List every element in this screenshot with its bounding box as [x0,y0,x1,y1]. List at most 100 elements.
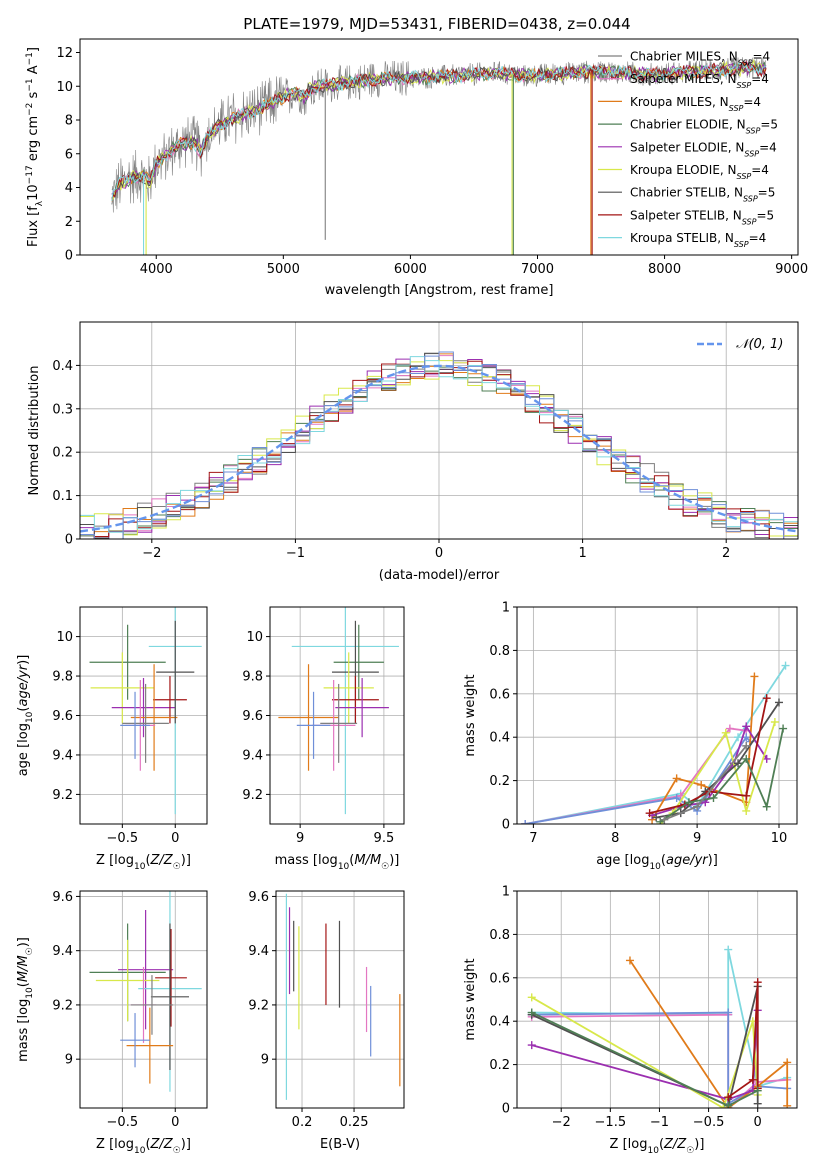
axes-frame [79,38,799,256]
label-part: M/M [16,955,31,982]
y-tick-label: 9.2 [52,788,73,803]
x-axis-label: Z [log10(Z/Z☉)] [96,1137,191,1156]
legend-label-main: Chabrier MILES, N [630,50,738,64]
y-tick-label: 1 [502,885,510,900]
axes-frame [79,890,208,1109]
label-part: Z [log [96,853,134,868]
residuals-panel: −2 −1 0 1 2 0 0.1 0.2 0.3 0.4 (data-model)/error No… [27,321,799,583]
axes-frame [516,890,798,1109]
residual-histogram-step [80,351,798,539]
legend-label-main: Chabrier STELIB, N [630,186,743,200]
mass-weight-marker [527,1008,536,1017]
mass-weight-marker [645,809,654,818]
label-part: age/yr [666,853,709,868]
y-tick-label: 0 [502,1102,510,1117]
y-tick-label: 0.3 [52,402,73,417]
mass-weight-marker [660,815,669,824]
legend-label-tail: =4 [743,95,761,109]
label-part: ☉ [381,862,389,872]
mass-weight-marker [672,793,681,802]
y-tick-label: 0.4 [489,731,510,746]
x-tick-label: 0 [754,1115,762,1130]
label-part: ( [661,853,666,868]
mass-weight-marker [762,802,771,811]
y-tick-label: 0.2 [489,1058,510,1073]
label-part: )] [16,655,31,665]
x-tick-label: −0.5 [693,1115,725,1130]
y-tick-label: 0.6 [489,971,510,986]
x-axis-label: Z [log10(Z/Z☉)] [96,853,191,872]
label-part: ( [145,853,150,868]
label-part: )] [181,1137,191,1152]
mass-weight-marker [742,791,751,800]
x-axis-label: E(B-V) [320,1137,360,1152]
x-tick-label: −2 [552,1115,571,1130]
mass-weight-marker [779,724,788,733]
label-part: )] [389,853,399,868]
y-tick-label: 0.4 [52,359,73,374]
x-axis-label: age [log10(age/yr)] [596,853,718,872]
y-tick-label: 9.4 [248,944,269,959]
mass-weight-marker [762,694,771,703]
mass-weight-marker [652,813,661,822]
y-tick-label: 0 [502,818,510,833]
mass-weight-marker [753,1099,762,1108]
x-tick-label: 8000 [648,262,681,277]
label-part: ( [349,853,354,868]
label-part: erg cm [26,116,41,165]
mass-weight-marker [697,780,706,789]
x-tick-label: −0.5 [107,1115,139,1130]
mass-weight-marker [734,759,743,768]
mass-weight-marker [521,820,530,824]
mass-weight-series-line [531,1010,759,1101]
mass-weight-marker [742,741,751,750]
y-tick-label: 9.2 [242,788,263,803]
mass-weight-marker [762,754,771,763]
label-part: ☉ [25,947,35,955]
y-tick-label: 9.6 [52,890,73,905]
y-tick-label: 0.4 [489,1015,510,1030]
mass-weight-marker [748,1075,757,1084]
mass-weight-marker [724,1008,733,1017]
mass-weight-marker [742,733,751,742]
mass-weight-marker [734,733,743,742]
legend-label-tail: =5 [758,186,776,200]
legend-label-sub: SSP [729,103,744,112]
legend-label-main: Salpeter STELIB, N [630,208,742,222]
label-part: Z [log [610,1137,648,1152]
label-part: Z [log [96,1137,134,1152]
mass-weight-marker [693,802,702,811]
label-part: mass [log [275,853,338,868]
x-tick-label: 2 [722,546,730,561]
legend-label-main: Kroupa STELIB, N [630,231,734,245]
mass-weight-series-line [659,728,784,823]
legend-label-sub: SSP [743,194,758,203]
label-part: 10 [649,862,661,872]
legend-label-tail: =4 [759,140,777,154]
label-part: 10 [338,862,350,872]
x-axis-label: mass [log10(M/M☉)] [275,853,400,872]
legend-label-main: Kroupa MILES, N [630,95,729,109]
legend-label: Kroupa STELIB, NSSP=4 [630,231,766,249]
y-tick-label: 0 [65,533,73,548]
y-axis-label: age [log10(age/yr)] [16,655,35,777]
legend-label-sub: SSP [738,58,753,67]
y-tick-label: 9.4 [52,944,73,959]
y-axis-label: mass [log10(M/M☉)] [16,937,35,1062]
label-part: )] [181,853,191,868]
mass-weight-marker [753,978,762,987]
legend-label-sub: SSP [737,172,752,181]
age_vs_mass-plot-area [278,607,399,815]
label-part: age/yr [16,663,31,706]
legend-label: Kroupa ELODIE, NSSP=4 [630,163,769,181]
legend-label: Chabrier MILES, NSSP=4 [630,50,770,68]
x-tick-label: 0.25 [340,1115,369,1130]
mass-weight-marker [721,728,730,737]
model-spectrum-line [111,62,767,201]
y-tick-label: 9 [65,1053,73,1068]
label-part: s [26,91,41,102]
y-tick-label: 0.8 [489,644,510,659]
y-tick-label: 0.6 [489,687,510,702]
label-part: ( [16,707,31,712]
